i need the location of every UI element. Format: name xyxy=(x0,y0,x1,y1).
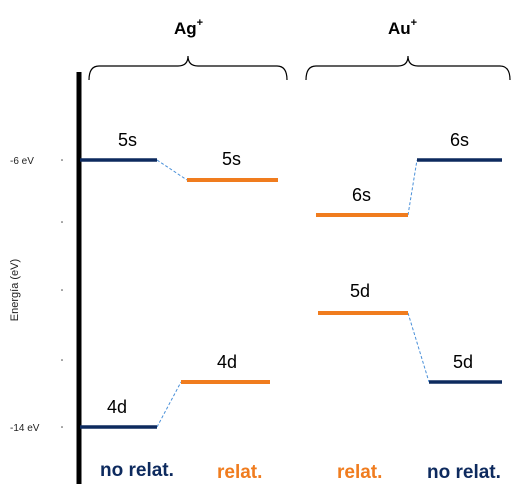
level-label-au-rel-6s: 6s xyxy=(352,185,371,205)
column-label-au-nonrel: no relat. xyxy=(427,462,501,483)
connector-ag-5s xyxy=(156,159,188,181)
group-name-ag: Ag xyxy=(174,19,197,38)
level-label-au-nonrel-5d: 5d xyxy=(453,352,473,372)
brace-ag xyxy=(88,55,288,81)
column-label-ag-rel: relat. xyxy=(217,462,262,483)
level-label-ag-nonrel-4d: 4d xyxy=(107,397,127,417)
group-charge-ag: + xyxy=(197,17,203,29)
tick-dot xyxy=(61,289,63,291)
connector-au-6s xyxy=(407,159,418,216)
tick-dot xyxy=(61,221,63,223)
tick-dot xyxy=(61,359,63,361)
tick-label-top: -6 eV xyxy=(10,156,34,167)
level-label-au-rel-5d: 5d xyxy=(350,281,370,301)
group-name-au: Au xyxy=(388,19,411,38)
connector-ag-4d xyxy=(156,381,182,428)
column-label-au-rel: relat. xyxy=(337,462,382,483)
level-label-au-nonrel-6s: 6s xyxy=(450,130,469,150)
axis-title: Energía (eV) xyxy=(9,259,21,321)
tick-label-bottom: -14 eV xyxy=(10,423,40,434)
connector-au-5d xyxy=(407,312,430,383)
level-label-ag-nonrel-5s: 5s xyxy=(118,130,137,150)
level-label-ag-rel-5s: 5s xyxy=(222,149,241,169)
level-label-ag-rel-4d: 4d xyxy=(217,352,237,372)
group-title-au: Au+ xyxy=(388,17,417,38)
group-title-ag: Ag+ xyxy=(174,17,203,38)
column-label-ag-nonrel: no relat. xyxy=(100,460,174,481)
brace-au xyxy=(305,55,511,81)
group-charge-au: + xyxy=(411,17,417,29)
tick-dot xyxy=(61,159,63,161)
tick-dot xyxy=(61,426,63,428)
